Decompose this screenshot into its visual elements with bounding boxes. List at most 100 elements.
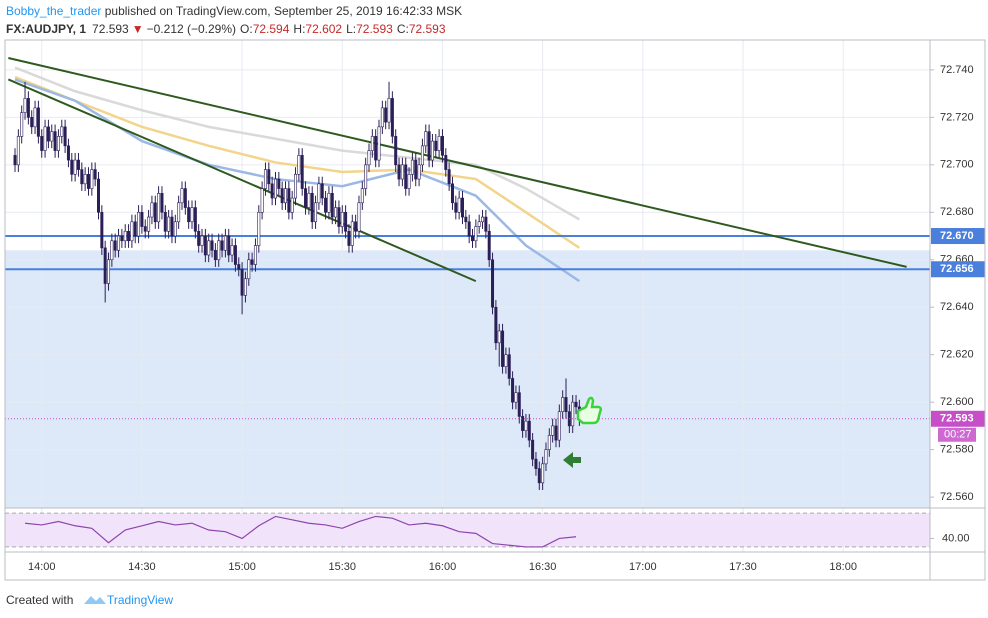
published: published on TradingView.com, September … — [101, 4, 462, 18]
candle-body — [397, 164, 401, 180]
candle-body — [263, 169, 267, 189]
candle-body — [36, 107, 40, 137]
candle-body — [357, 202, 361, 232]
candle-body — [200, 235, 204, 246]
open: 72.594 — [253, 22, 290, 36]
moving-average — [14, 75, 581, 249]
open-label: O: — [240, 22, 253, 36]
candle-body — [46, 126, 50, 142]
candle-body — [167, 216, 171, 232]
candle-body — [210, 240, 214, 251]
candle-body — [300, 155, 304, 189]
candle-body — [203, 235, 207, 256]
arrow-icon — [563, 452, 581, 468]
candle-body — [487, 230, 491, 261]
author[interactable]: Bobby_the_trader — [6, 4, 101, 18]
candle-body — [273, 178, 277, 199]
candle-body — [494, 306, 498, 344]
candle-body — [557, 411, 561, 441]
candle-body — [267, 169, 271, 185]
candle-body — [551, 425, 555, 436]
brand[interactable]: TradingView — [107, 593, 173, 607]
candle-body — [424, 131, 428, 147]
y-tick-label: 72.720 — [940, 111, 974, 123]
candle-body — [147, 216, 151, 232]
candle-body — [120, 235, 124, 242]
chart-frame — [4, 39, 986, 581]
trend-line — [7, 78, 477, 283]
candle-body — [137, 211, 141, 237]
candle-body — [481, 216, 485, 223]
change-arrow: ▼ — [132, 22, 144, 36]
countdown: 00:27 — [944, 429, 972, 441]
candle-body — [314, 202, 318, 223]
candle-body — [404, 164, 408, 189]
candle-body — [491, 259, 495, 308]
candle-body — [290, 197, 294, 213]
candle-body — [53, 131, 57, 151]
candle-body — [193, 207, 197, 232]
candle-body — [257, 211, 261, 246]
candle-body — [414, 159, 418, 180]
candle-body — [347, 230, 351, 246]
last-price-label: 72.593 — [940, 413, 974, 425]
candle-body — [80, 169, 84, 185]
candle-body — [40, 136, 44, 151]
candle-body — [227, 235, 231, 256]
candle-body — [97, 178, 101, 213]
candle-body — [33, 107, 37, 128]
candle-body — [437, 136, 441, 151]
created-with: Created with — [6, 593, 73, 607]
candle-body — [50, 131, 54, 142]
candle-body — [23, 98, 27, 113]
candle-body — [110, 240, 114, 261]
candle-body — [547, 435, 551, 450]
countdown-box — [938, 427, 976, 442]
candle-body — [237, 264, 241, 270]
x-tick-label: 17:30 — [729, 561, 757, 573]
candle-body — [467, 221, 471, 237]
quote-line: FX:AUDJPY, 1 72.593 ▼ −0.212 (−0.29%) O:72.5… — [6, 22, 446, 36]
candle-body — [130, 221, 134, 242]
y-tick-label: 72.640 — [940, 301, 974, 313]
candle-body — [183, 188, 187, 208]
candle-body — [360, 188, 364, 204]
candle-body — [143, 226, 147, 232]
candle-body — [574, 401, 578, 408]
candle-body — [380, 107, 384, 128]
candle-body — [127, 230, 131, 242]
close: 72.593 — [409, 22, 446, 36]
last: 72.593 — [92, 22, 129, 36]
moving-average — [14, 78, 581, 283]
candle-body — [477, 221, 481, 227]
last-price-box — [931, 410, 985, 427]
candle-body — [117, 235, 121, 251]
candle-body — [554, 425, 558, 441]
candle-body — [384, 107, 388, 123]
candle-body — [253, 245, 257, 265]
candle-body — [177, 202, 181, 223]
candle-body — [240, 268, 244, 296]
candle-body — [497, 330, 501, 344]
candle-body — [430, 140, 434, 161]
y-tick-label: 72.560 — [940, 491, 974, 503]
candle-body — [320, 183, 324, 199]
x-tick-label: 16:00 — [429, 561, 457, 573]
candle-body — [501, 330, 505, 367]
candle-body — [571, 401, 575, 427]
candle-body — [133, 221, 137, 237]
candle-body — [364, 164, 368, 189]
candle-body — [440, 136, 444, 156]
candle-body — [16, 136, 20, 166]
publish-line: Bobby_the_trader published on TradingVie… — [6, 4, 462, 18]
candle-body — [86, 174, 90, 189]
candle-body — [280, 188, 284, 204]
candle-body — [537, 468, 541, 484]
candle-body — [317, 183, 321, 204]
candle-body — [534, 458, 538, 469]
candle-body — [410, 159, 414, 175]
y-tick-label: 72.700 — [940, 159, 974, 171]
candle-body — [243, 278, 247, 296]
candle-body — [230, 245, 234, 256]
